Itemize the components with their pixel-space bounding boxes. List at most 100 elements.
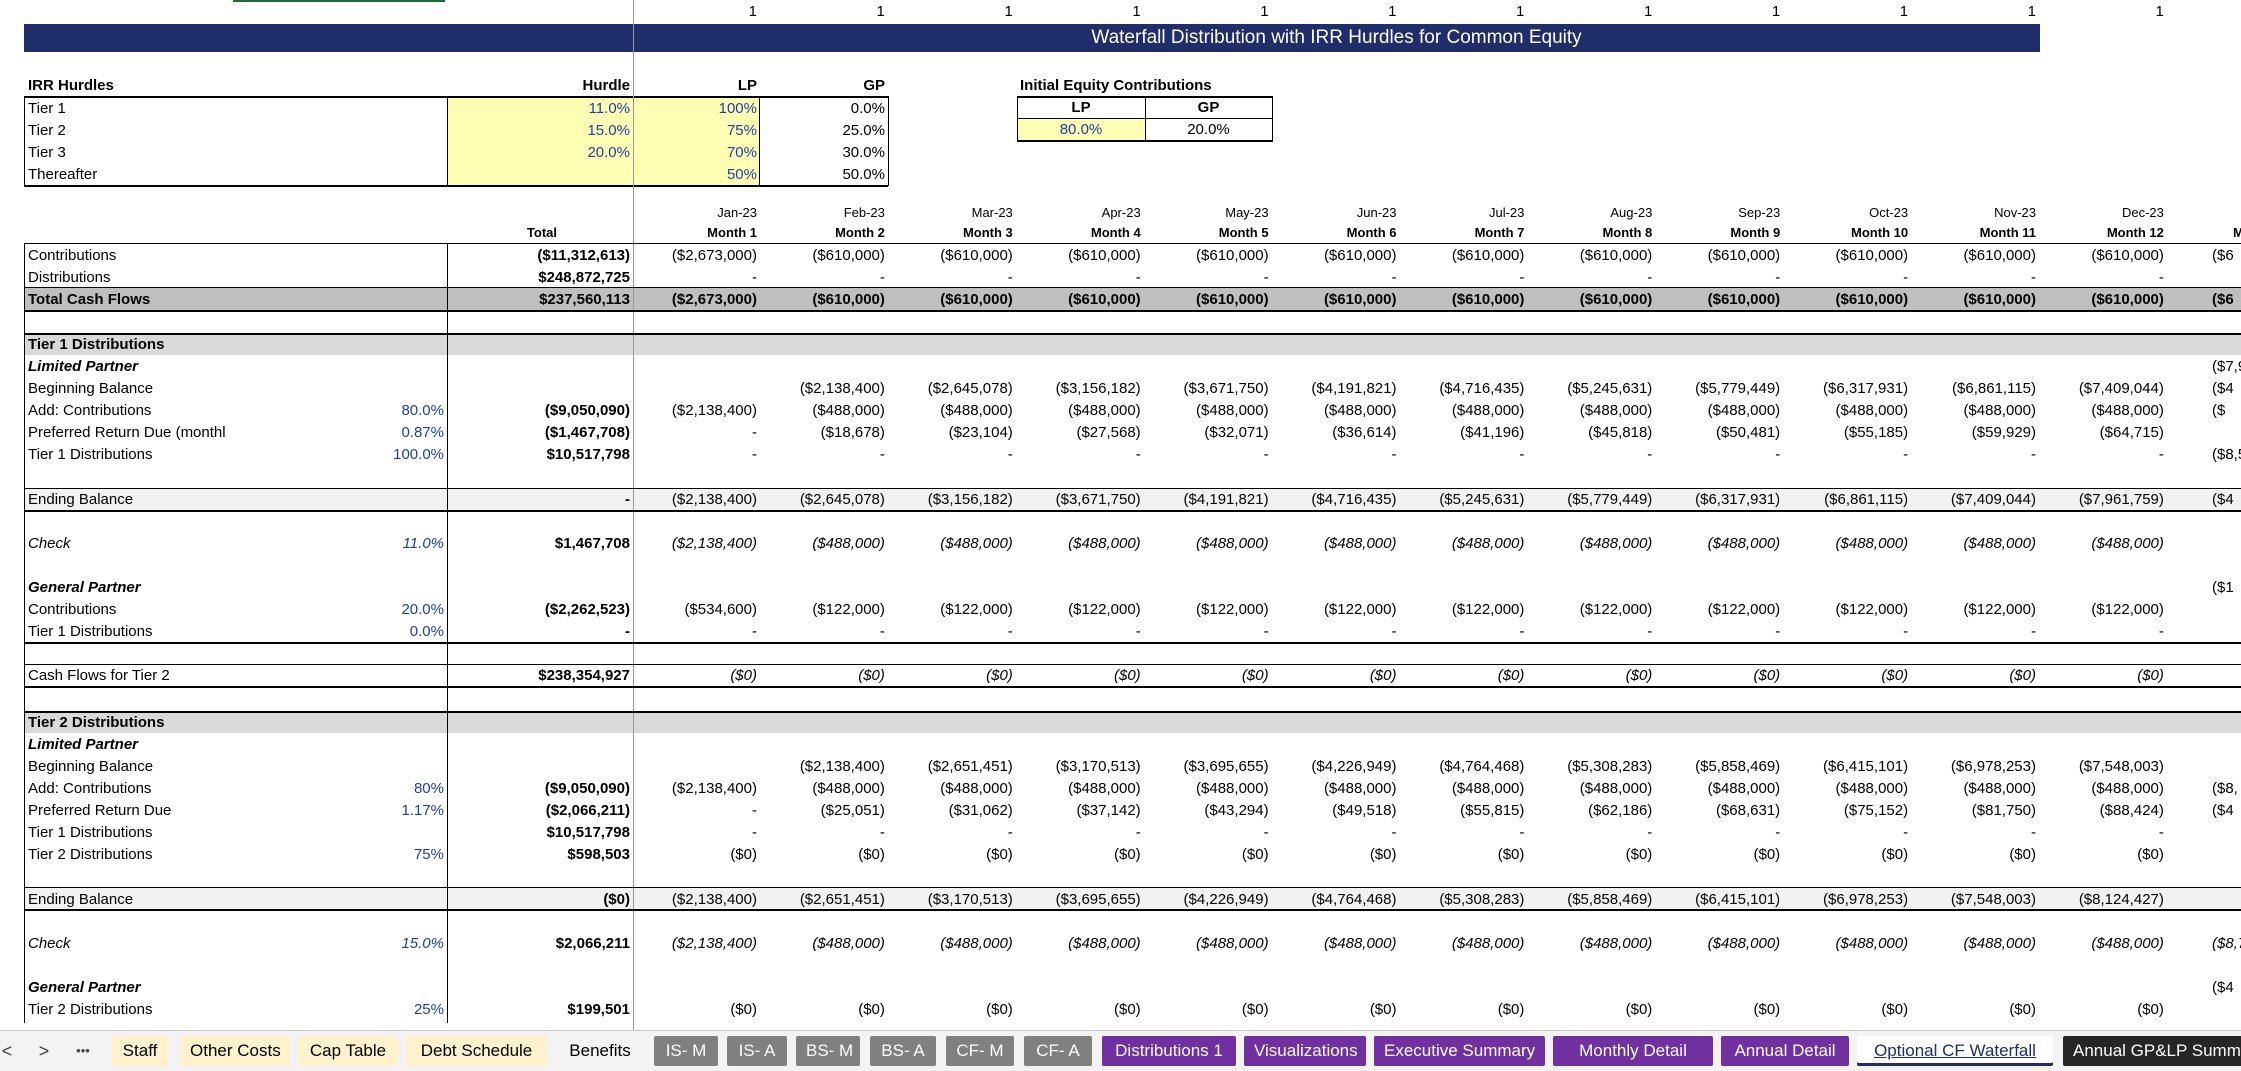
month-value-cell[interactable]: ($610,000): [2091, 247, 2164, 264]
sheet-tab[interactable]: Executive Summary: [1374, 1036, 1545, 1066]
month-value-cell[interactable]: ($64,715): [2099, 424, 2164, 441]
month-value-cell[interactable]: ($3,170,513): [927, 891, 1013, 908]
row-percent-input[interactable]: 0.0%: [409, 623, 444, 640]
month-value-cell[interactable]: ($488,000): [1835, 535, 1909, 552]
month-value-cell[interactable]: ($0): [1114, 1001, 1141, 1018]
hurdle-rate-input[interactable]: [447, 164, 630, 186]
tab-scroll-next-button[interactable]: >: [38, 1041, 50, 1061]
hurdle-rate-input[interactable]: 11.0%: [588, 100, 630, 117]
month-value-cell[interactable]: ($488,000): [1963, 535, 2036, 552]
month-value-cell[interactable]: ($534,600): [684, 601, 757, 618]
month-value-cell[interactable]: ($488,000): [1579, 780, 1653, 797]
month-value-cell[interactable]: ($488,000): [940, 780, 1013, 797]
month-value-cell[interactable]: ($6,978,253): [1823, 891, 1909, 908]
month-value-cell[interactable]: -: [879, 623, 885, 640]
month-value-cell[interactable]: ($0): [986, 1001, 1013, 1018]
month-value-cell[interactable]: -: [1775, 623, 1781, 640]
month-value-cell[interactable]: -: [1263, 824, 1269, 841]
month-value-cell[interactable]: ($0): [1753, 1001, 1781, 1018]
month-value-cell[interactable]: ($610,000): [1579, 291, 1653, 308]
sheet-tab[interactable]: BS- A: [870, 1036, 936, 1066]
month-value-cell[interactable]: ($610,000): [1835, 291, 1909, 308]
month-value-cell[interactable]: ($2,645,078): [799, 491, 885, 508]
month-value-cell[interactable]: -: [1647, 824, 1653, 841]
month-value-cell[interactable]: ($2,138,400): [671, 491, 757, 508]
month-value-cell[interactable]: -: [1775, 824, 1781, 841]
month-value-cell[interactable]: ($59,929): [1971, 424, 2036, 441]
month-value-cell[interactable]: -: [752, 802, 757, 819]
month-value-cell[interactable]: ($488,000): [812, 780, 885, 797]
month-value-cell[interactable]: ($488,000): [1707, 780, 1781, 797]
row-percent-input[interactable]: 75%: [413, 846, 444, 863]
sheet-tab[interactable]: Distributions 1: [1102, 1036, 1236, 1066]
month-value-cell[interactable]: ($610,000): [1963, 291, 2036, 308]
lp-split-input[interactable]: 50%: [726, 166, 757, 183]
sheet-tab[interactable]: Other Costs: [180, 1036, 290, 1066]
month-value-cell[interactable]: ($4,716,435): [1439, 380, 1525, 397]
month-value-cell[interactable]: ($2,673,000): [671, 291, 757, 308]
month-value-cell[interactable]: -: [1903, 269, 1909, 286]
sheet-tab[interactable]: Annual GP&LP Summ: [2063, 1036, 2241, 1066]
month-value-cell[interactable]: ($0): [1497, 667, 1525, 684]
month-value-cell[interactable]: -: [2158, 446, 2164, 463]
row-percent-input[interactable]: 20.0%: [401, 601, 444, 618]
month-value-cell[interactable]: -: [879, 269, 885, 286]
month-value-cell[interactable]: ($0): [858, 846, 885, 863]
month-value-cell[interactable]: ($6,317,931): [1823, 380, 1909, 397]
month-value-cell[interactable]: ($0): [1497, 846, 1525, 863]
month-value-cell[interactable]: ($6,415,101): [1823, 758, 1909, 775]
month-value-cell[interactable]: ($55,815): [1460, 802, 1525, 819]
month-value-cell[interactable]: ($122,000): [1068, 601, 1141, 618]
month-value-cell[interactable]: ($18,678): [820, 424, 885, 441]
month-value-cell[interactable]: ($5,245,631): [1439, 491, 1525, 508]
sheet-tab[interactable]: Cap Table: [298, 1036, 398, 1066]
month-value-cell[interactable]: -: [752, 824, 757, 841]
month-value-cell[interactable]: ($0): [1369, 667, 1397, 684]
month-value-cell[interactable]: -: [1519, 269, 1525, 286]
month-value-cell[interactable]: -: [1007, 824, 1013, 841]
month-value-cell[interactable]: ($488,000): [1835, 402, 1909, 419]
month-value-cell[interactable]: -: [879, 446, 885, 463]
month-value-cell[interactable]: ($488,000): [1323, 535, 1397, 552]
month-value-cell[interactable]: ($488,000): [812, 535, 885, 552]
sheet-tab[interactable]: IS- A: [727, 1036, 787, 1066]
month-value-cell[interactable]: ($610,000): [1707, 291, 1781, 308]
month-value-cell[interactable]: ($5,779,449): [1567, 491, 1653, 508]
sheet-tab[interactable]: Visualizations: [1244, 1036, 1366, 1066]
month-value-cell[interactable]: ($4,191,821): [1311, 380, 1397, 397]
month-value-cell[interactable]: -: [1007, 623, 1013, 640]
sheet-tab[interactable]: Staff: [112, 1036, 168, 1066]
month-value-cell[interactable]: ($610,000): [2091, 291, 2164, 308]
month-value-cell[interactable]: -: [1903, 446, 1909, 463]
month-value-cell[interactable]: ($488,000): [1707, 535, 1781, 552]
month-value-cell[interactable]: ($0): [1625, 846, 1653, 863]
lp-split-input[interactable]: 75%: [726, 122, 757, 139]
month-value-cell[interactable]: ($488,000): [1196, 780, 1269, 797]
row-percent-input[interactable]: 80%: [413, 780, 444, 797]
month-value-cell[interactable]: -: [2031, 269, 2036, 286]
sheet-tab[interactable]: Annual Detail: [1721, 1036, 1849, 1066]
month-value-cell[interactable]: ($122,000): [1196, 601, 1269, 618]
month-value-cell[interactable]: ($488,000): [1196, 935, 1269, 952]
month-value-cell[interactable]: ($3,156,182): [1055, 380, 1141, 397]
month-value-cell[interactable]: -: [1263, 623, 1269, 640]
month-value-cell[interactable]: -: [1263, 446, 1269, 463]
month-value-cell[interactable]: ($37,142): [1076, 802, 1141, 819]
month-value-cell[interactable]: ($0): [858, 667, 885, 684]
month-value-cell[interactable]: ($50,481): [1715, 424, 1781, 441]
month-value-cell[interactable]: ($0): [986, 667, 1013, 684]
row-percent-input[interactable]: 25%: [413, 1001, 444, 1018]
month-value-cell[interactable]: -: [1135, 824, 1141, 841]
month-value-cell[interactable]: ($2,645,078): [927, 380, 1013, 397]
month-value-cell[interactable]: [637, 756, 757, 778]
month-value-cell[interactable]: ($3,170,513): [1055, 758, 1141, 775]
hurdle-rate-input[interactable]: 20.0%: [587, 144, 630, 161]
month-value-cell[interactable]: -: [1135, 446, 1141, 463]
month-value-cell[interactable]: ($2,138,400): [799, 380, 885, 397]
month-value-cell[interactable]: ($610,000): [1196, 247, 1269, 264]
month-value-cell[interactable]: ($0): [2009, 1001, 2036, 1018]
month-value-cell[interactable]: ($488,000): [2091, 935, 2164, 952]
month-value-cell[interactable]: ($43,294): [1204, 802, 1269, 819]
month-value-cell[interactable]: ($4,191,821): [1183, 491, 1269, 508]
month-value-cell[interactable]: ($122,000): [1323, 601, 1397, 618]
